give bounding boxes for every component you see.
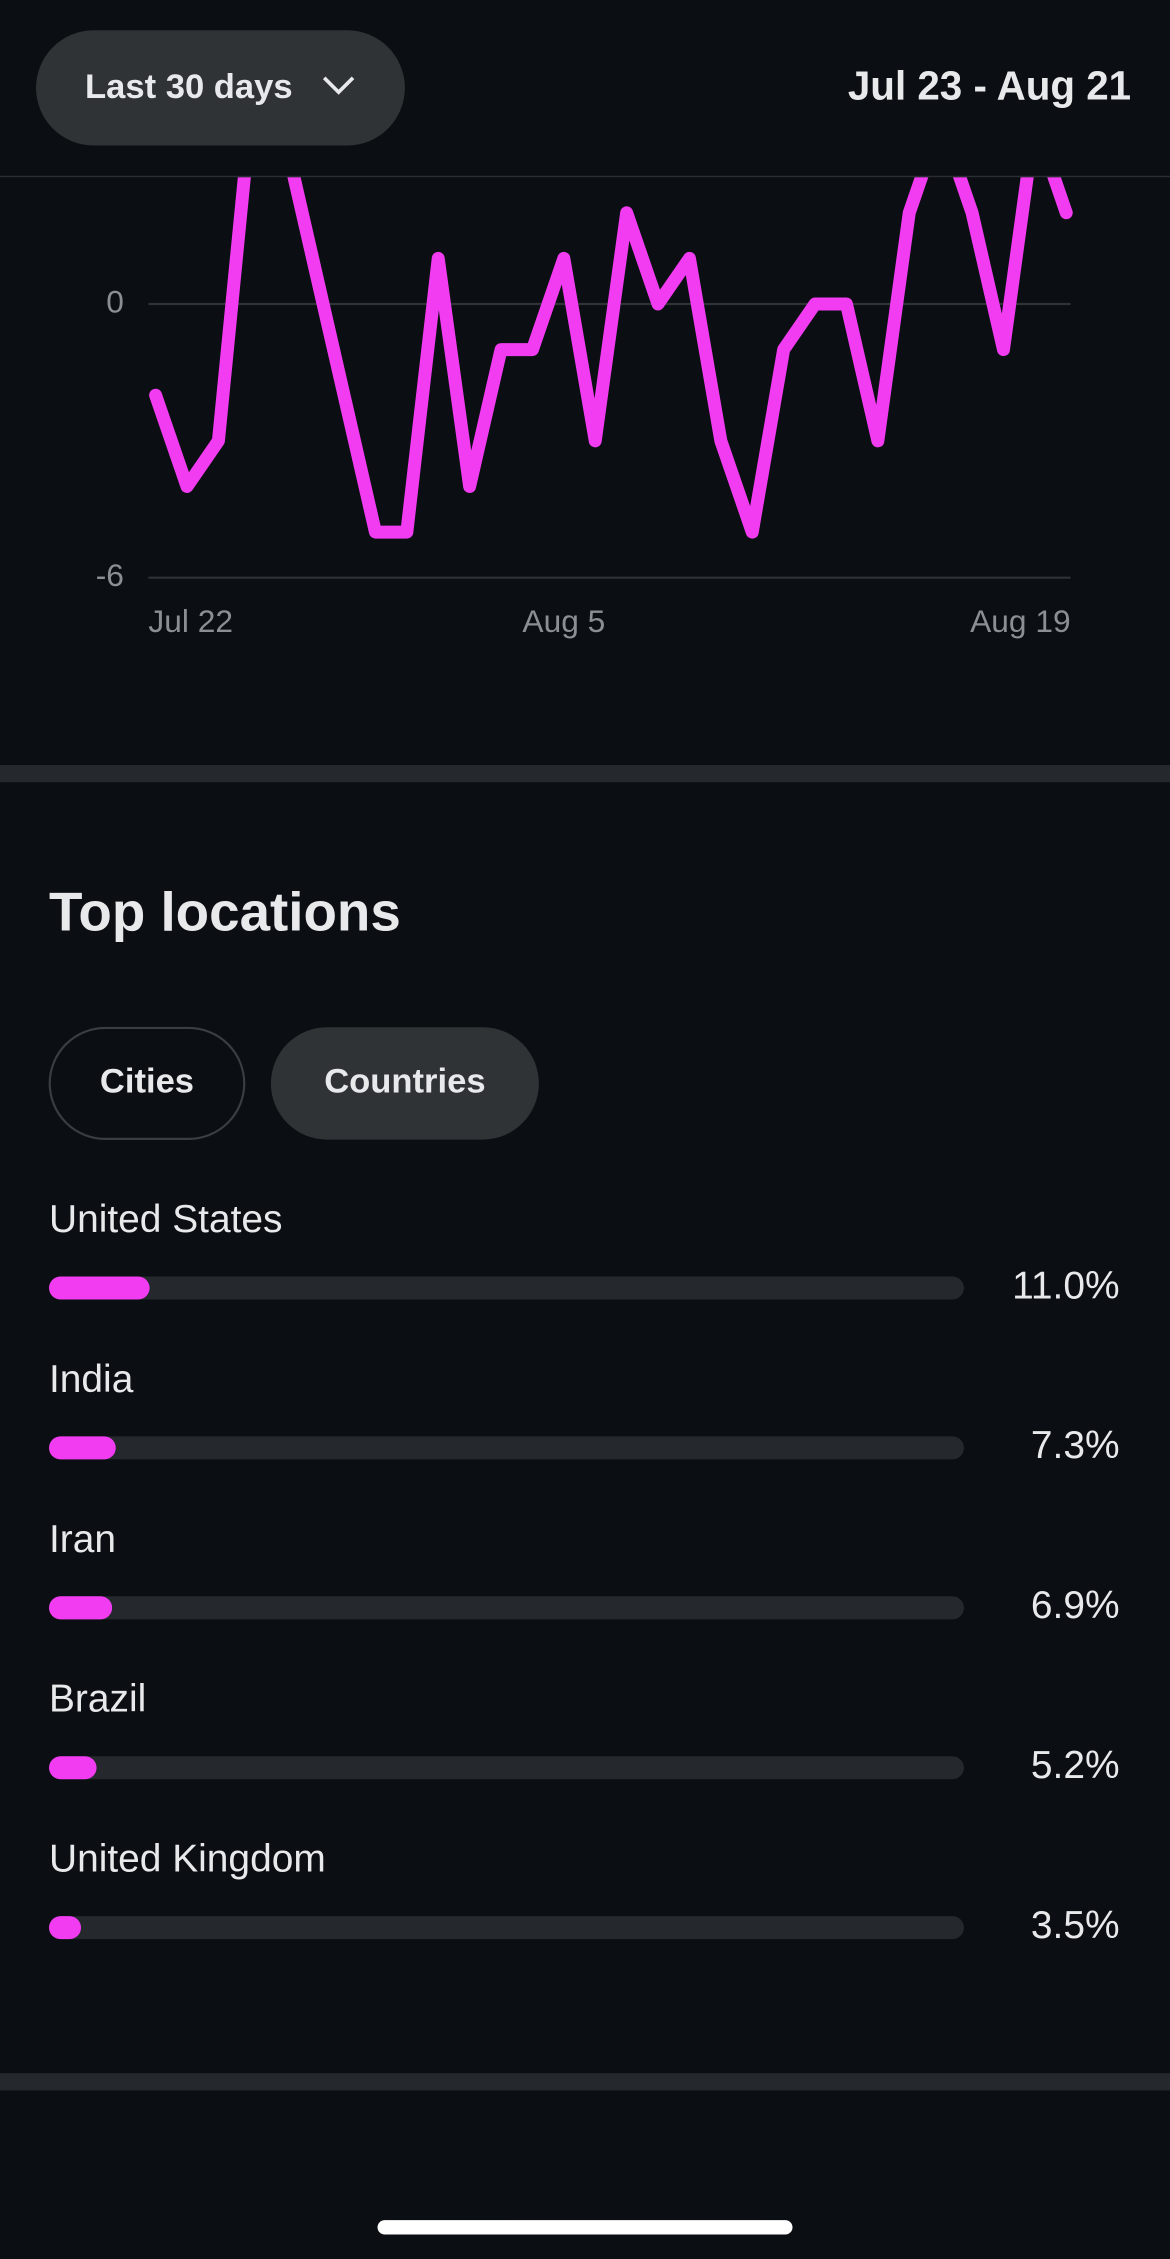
bar-track (48, 1436, 964, 1460)
bar-track (48, 1276, 964, 1300)
date-range: Jul 23 - Aug 21 (847, 63, 1132, 109)
x-tick-label: Aug 19 (970, 603, 1070, 639)
divider (0, 2073, 1170, 2091)
range-label[interactable]: Last 30 days (85, 67, 293, 107)
location-name: United Kingdom (49, 1838, 326, 1881)
tab-label[interactable]: Countries (324, 1063, 485, 1101)
value-label: 6.9% (1031, 1584, 1120, 1627)
bar-track (48, 1916, 964, 1940)
bar-track (48, 1596, 964, 1620)
line-series (149, 115, 1073, 539)
bar (48, 1276, 150, 1300)
tab-label[interactable]: Cities (100, 1063, 194, 1101)
value-label: 3.5% (1031, 1904, 1120, 1947)
range-button[interactable]: Last 30 days (36, 30, 405, 146)
location-name: Iran (49, 1518, 116, 1561)
home-indicator (377, 2220, 793, 2235)
value-label: 11.0% (1012, 1264, 1119, 1307)
value-label: 7.3% (1031, 1424, 1120, 1467)
bar-track (48, 1756, 964, 1780)
y-tick-label: 0 (106, 283, 124, 319)
divider (0, 765, 1170, 783)
tab-countries[interactable] (270, 1027, 539, 1140)
bar (48, 1436, 116, 1460)
x-tick-label: Aug 5 (522, 603, 605, 639)
section-title: Top locations (49, 881, 401, 943)
value-label: 5.2% (1031, 1744, 1120, 1787)
x-tick-label: Jul 22 (148, 603, 233, 639)
bar (48, 1596, 113, 1620)
bar (48, 1916, 82, 1940)
y-tick-label: -6 (96, 557, 124, 593)
location-name: Brazil (49, 1678, 146, 1721)
location-name: India (49, 1358, 134, 1401)
tab-cities[interactable] (48, 1026, 246, 1140)
header: Last 30 days Jul 23 - Aug 21 (0, 0, 1170, 178)
chevron-icon (322, 76, 355, 95)
location-name: United States (49, 1198, 283, 1241)
bar (48, 1756, 97, 1780)
